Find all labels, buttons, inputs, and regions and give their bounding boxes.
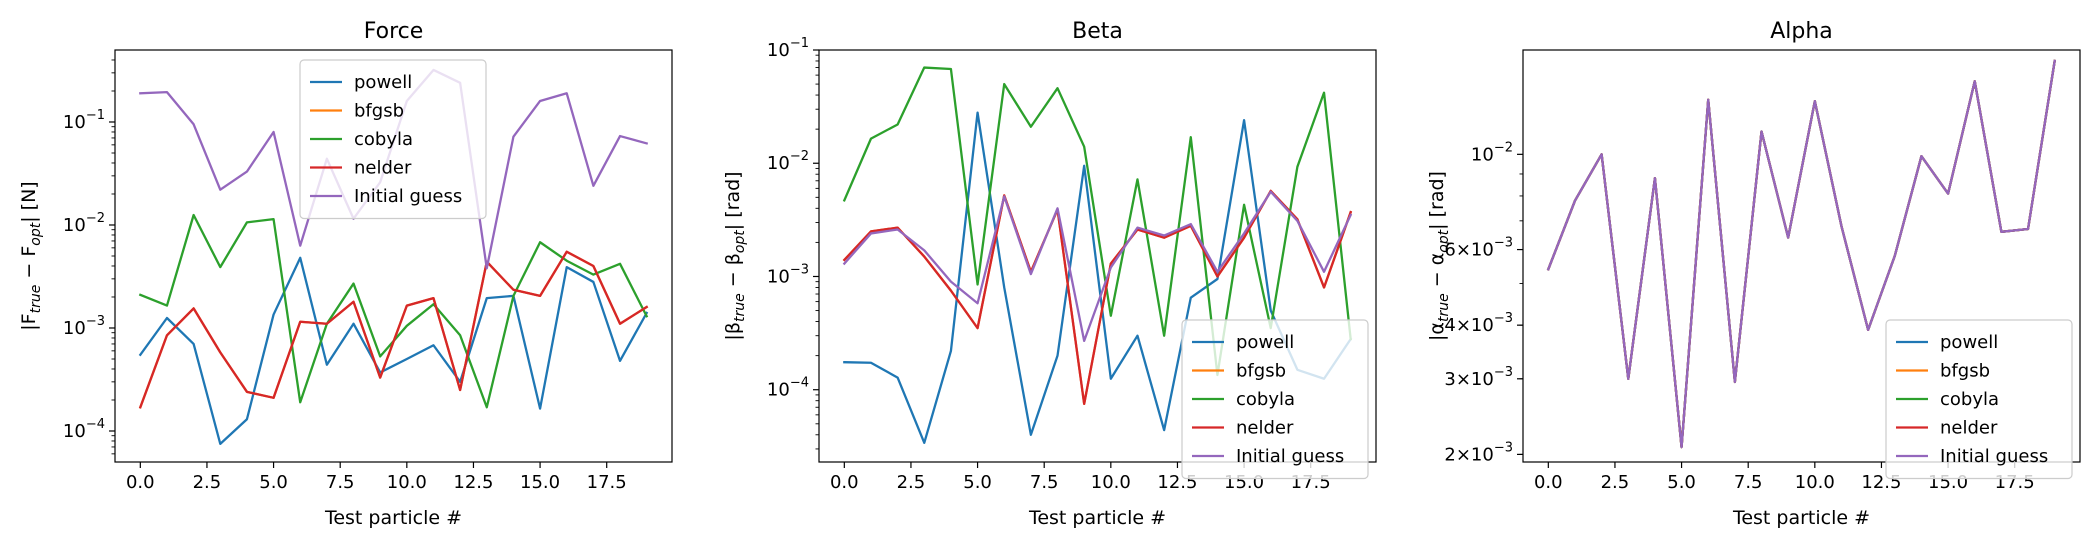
legend-label: nelder (1236, 418, 1294, 439)
x-tick-label: 0.0 (126, 472, 155, 493)
legend-label: bfgsb (354, 101, 404, 122)
y-tick-label: 4×10−3 (1444, 311, 1513, 336)
legend-item-bfgsb: bfgsb (310, 101, 404, 122)
x-tick-label: 2.5 (1601, 472, 1630, 493)
y-tick-label: 10−2 (1471, 140, 1513, 165)
series-lines (1546, 59, 2056, 449)
legend-label: Initial guess (1236, 446, 1344, 467)
series-line-initial-guess (1546, 59, 2056, 449)
y-tick-label: 3×10−3 (1444, 365, 1513, 390)
series-line-nelder (138, 250, 649, 409)
series-line-powell (138, 256, 649, 446)
y-tick-label: 10−3 (767, 262, 809, 287)
x-axis-label: Test particle # (1732, 507, 1870, 529)
chart-title: Force (364, 19, 424, 44)
x-tick-label: 5.0 (259, 472, 288, 493)
legend-item-powell: powell (310, 72, 412, 93)
x-tick-label: 0.0 (1534, 472, 1563, 493)
chart-title: Alpha (1770, 19, 1833, 44)
legend-item-cobyla: cobyla (1192, 389, 1295, 410)
x-tick-label: 7.5 (326, 472, 355, 493)
legend-label: Initial guess (1940, 446, 2048, 467)
y-tick-label: 10−2 (767, 149, 809, 174)
legend-label: cobyla (354, 129, 413, 150)
y-tick-label: 10−3 (63, 314, 105, 339)
chart-force: Force 0.0 2.5 5.0 7.5 10.0 12.5 15.0 17.5 10−4 10−… (18, 19, 673, 529)
y-tick-label: 10−4 (63, 417, 105, 442)
legend-label: cobyla (1940, 389, 1999, 410)
x-tick-label: 15.0 (520, 472, 560, 493)
legend-item-bfgsb: bfgsb (1896, 361, 1990, 382)
y-axis-label: |αtrue − αopt| [rad] (1426, 171, 1452, 341)
y-tick-label: 10−1 (767, 36, 809, 61)
legend: powell bfgsb cobyla nelder Initial guess (299, 59, 487, 220)
series-line-cobyla (842, 66, 1352, 377)
legend-label: nelder (1940, 418, 1998, 439)
legend-item-nelder: nelder (1192, 418, 1294, 439)
legend-label: powell (1236, 332, 1294, 353)
y-axis-label: |Ftrue − Fopt| [N] (18, 181, 44, 330)
legend-box (1181, 319, 1369, 480)
legend: powell bfgsb cobyla nelder Initial guess (1885, 319, 2073, 480)
x-tick-label: 10.0 (1795, 472, 1835, 493)
legend-item-initial-guess: Initial guess (1896, 446, 2048, 467)
x-tick-label: 0.0 (830, 472, 859, 493)
series-line-powell (843, 111, 1353, 444)
legend-label: powell (354, 72, 412, 93)
legend-item-bfgsb: bfgsb (1192, 361, 1286, 382)
legend-item-nelder: nelder (1896, 418, 1998, 439)
y-tick-label: 6×10−3 (1444, 236, 1513, 261)
legend-label: bfgsb (1236, 361, 1286, 382)
legend-item-cobyla: cobyla (1896, 389, 1999, 410)
legend-label: cobyla (1236, 389, 1295, 410)
series-line-initial-guess (842, 190, 1353, 343)
legend-item-initial-guess: Initial guess (1192, 446, 1344, 467)
legend-item-cobyla: cobyla (310, 129, 413, 150)
x-tick-label: 5.0 (963, 472, 992, 493)
x-tick-label: 12.5 (453, 472, 493, 493)
legend-label: nelder (354, 158, 412, 179)
x-tick-label: 17.5 (587, 472, 627, 493)
y-tick-label: 2×10−3 (1444, 440, 1513, 465)
legend: powell bfgsb cobyla nelder Initial guess (1181, 319, 1369, 480)
legend-item-nelder: nelder (310, 158, 412, 179)
legend-box (299, 59, 487, 220)
y-tick-label: 10−2 (63, 211, 105, 236)
legend-item-initial-guess: Initial guess (310, 186, 462, 207)
legend-box (1885, 319, 2073, 480)
x-tick-label: 10.0 (1091, 472, 1131, 493)
x-tick-label: 2.5 (897, 472, 926, 493)
legend-label: powell (1940, 332, 1998, 353)
legend-item-powell: powell (1192, 332, 1294, 353)
legend-item-powell: powell (1896, 332, 1998, 353)
series-lines (842, 66, 1353, 444)
x-tick-label: 5.0 (1667, 472, 1696, 493)
chart-title: Beta (1072, 19, 1123, 44)
series-lines (138, 68, 649, 446)
legend-label: bfgsb (1940, 361, 1990, 382)
axes-frame (818, 49, 1377, 463)
legend-label: Initial guess (354, 186, 462, 207)
x-tick-label: 10.0 (387, 472, 427, 493)
x-tick-label: 7.5 (1734, 472, 1763, 493)
x-tick-label: 7.5 (1030, 472, 1059, 493)
x-axis-label: Test particle # (1028, 507, 1166, 529)
axes-frame (1522, 49, 2081, 463)
y-tick-label: 10−4 (767, 376, 809, 401)
x-axis-label: Test particle # (324, 507, 462, 529)
x-tick-label: 2.5 (193, 472, 222, 493)
y-tick-label: 10−1 (63, 108, 105, 133)
y-axis-label: |βtrue − βopt| [rad] (722, 171, 748, 340)
